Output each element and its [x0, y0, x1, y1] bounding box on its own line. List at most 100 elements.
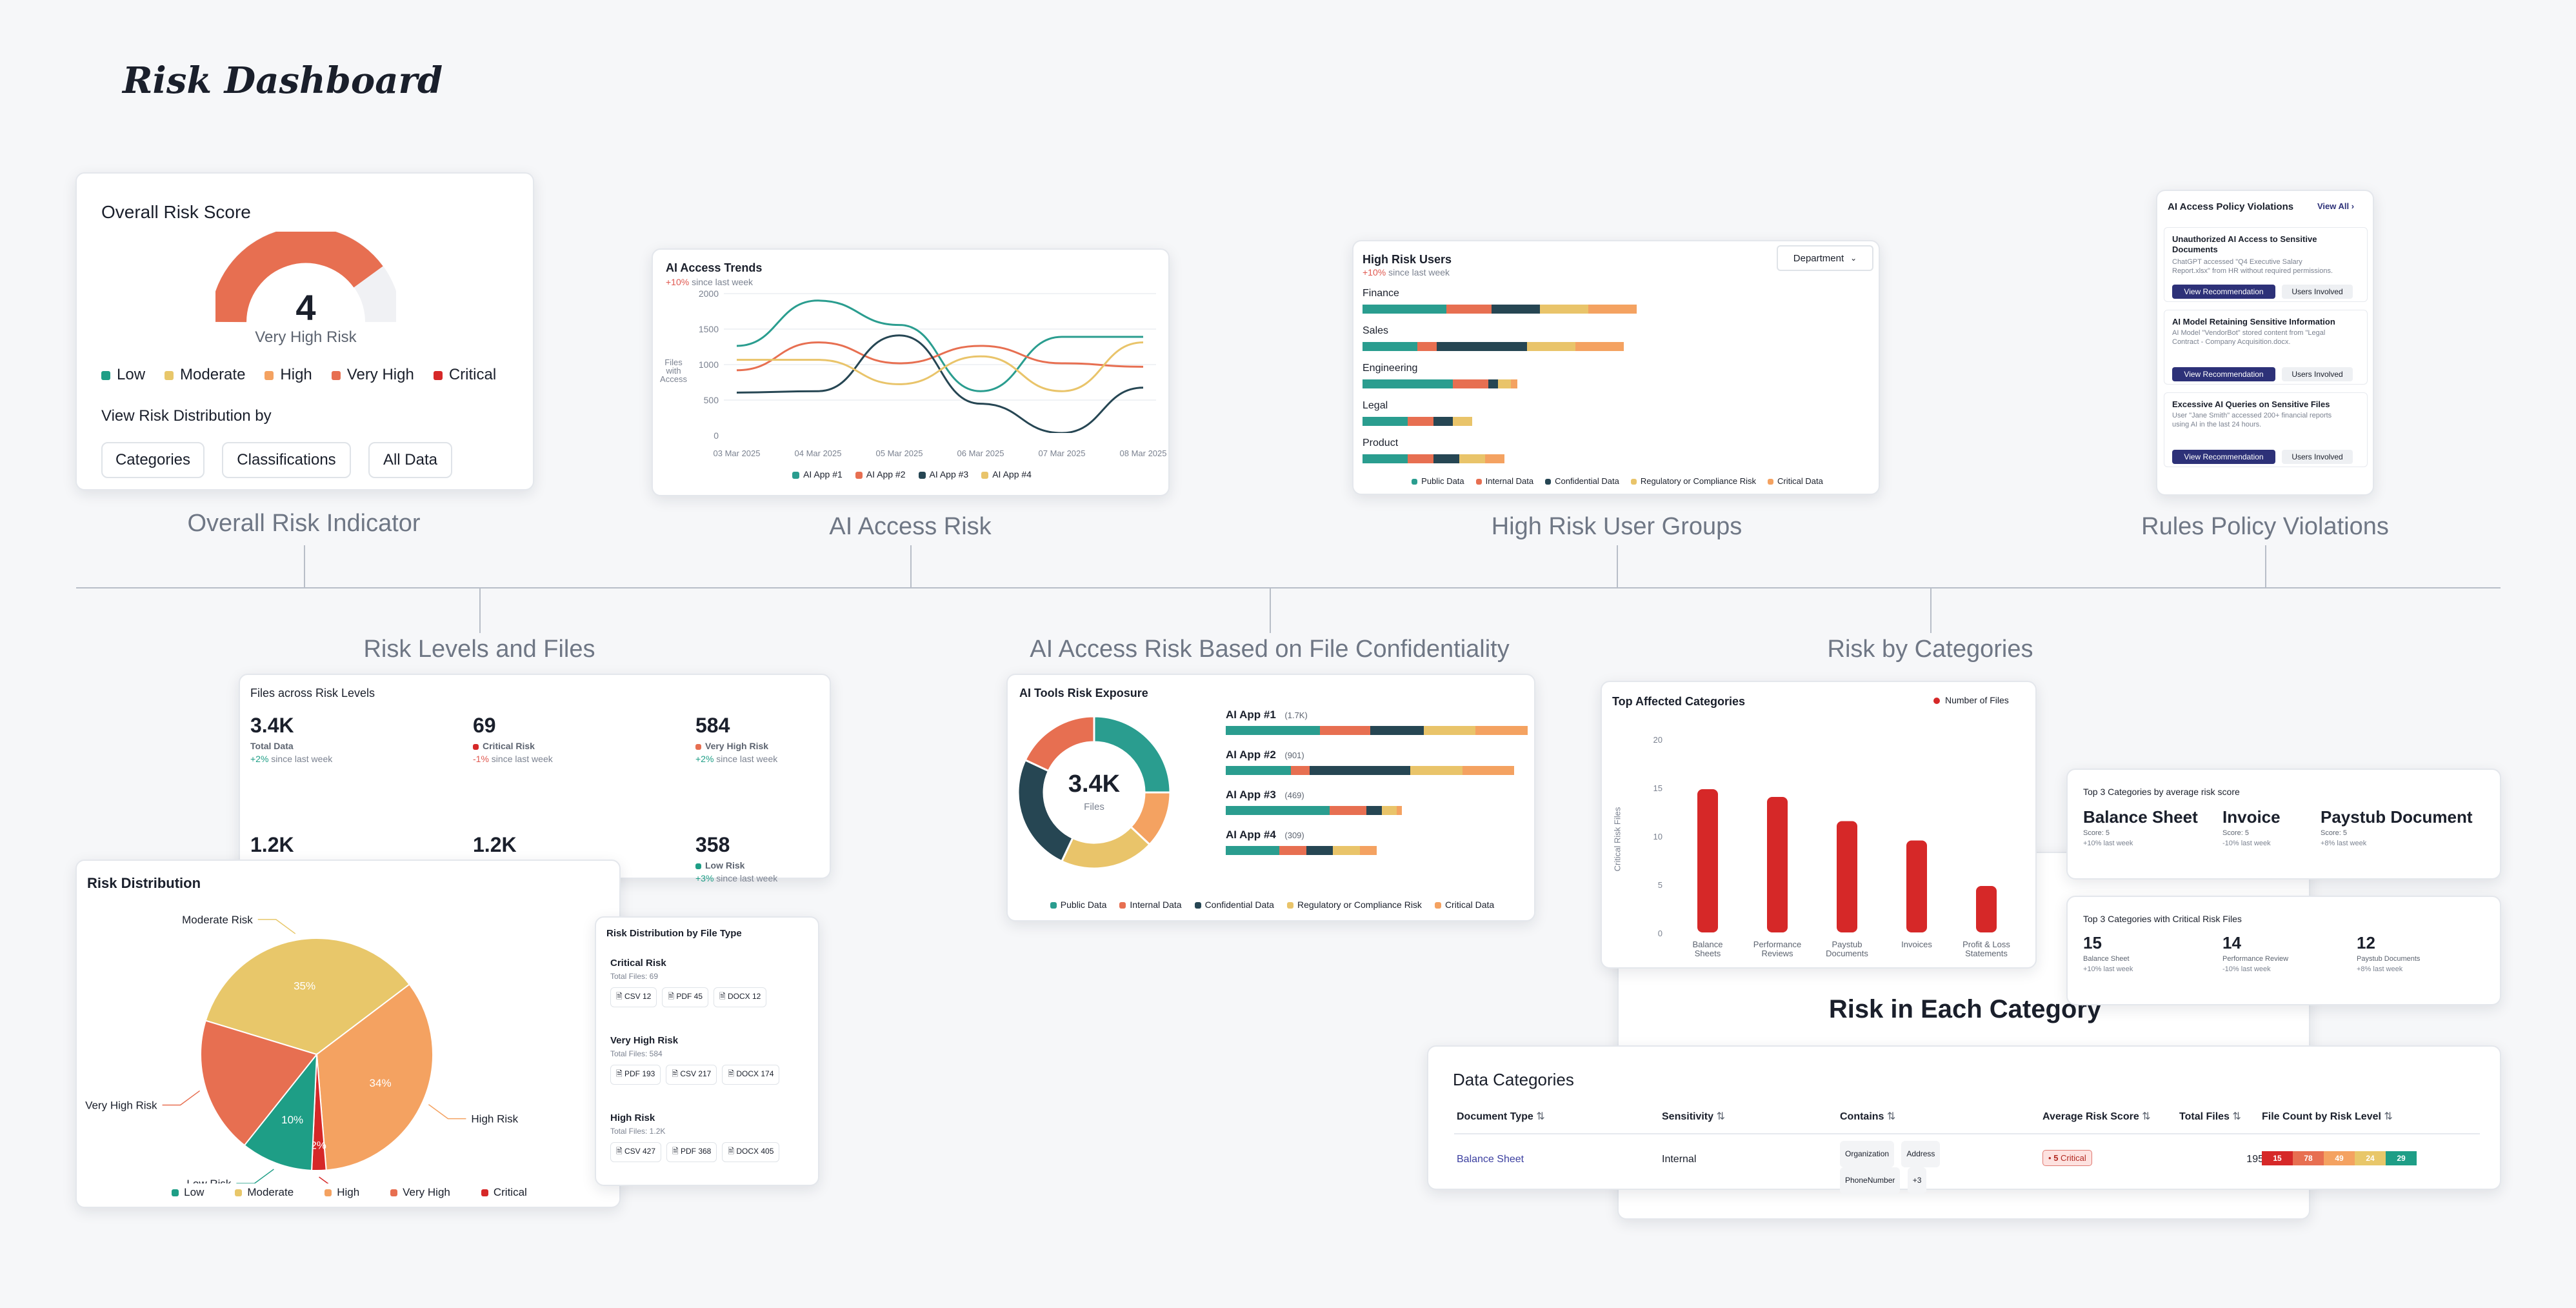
risk-level-count: 29 [2386, 1151, 2417, 1165]
ai-app-bar-segment [1423, 726, 1476, 735]
user-bar-segment [1588, 305, 1637, 314]
ai-app-bar-segment [1330, 806, 1367, 815]
top3-critical-name: Performance Review [2222, 955, 2289, 963]
files-stat-label: Very High Risk [695, 741, 768, 751]
files-stat-value: 1.2K [250, 833, 294, 856]
users-bars: Finance Sales Engineering Legal Product [1353, 241, 1881, 496]
critical-dot-icon: • [2048, 1153, 2052, 1163]
files-risk-card: Files across Risk Levels 3.4K Total Data +… [239, 674, 831, 883]
column-header[interactable]: File Count by Risk Level ⇅ [2262, 1111, 2393, 1122]
users-involved-button[interactable]: Users Involved [2282, 367, 2353, 381]
policy-item: Unauthorized AI Access to Sensitive Docu… [2164, 227, 2368, 302]
legend-app4: AI App #4 [981, 469, 1032, 479]
legend-regulatory: Regulatory or Compliance Risk [1630, 476, 1756, 486]
top3-avg-name: Invoice [2222, 807, 2281, 827]
legend-app3: AI App #3 [918, 469, 968, 479]
all-data-button[interactable]: All Data [368, 442, 452, 478]
overall-risk-card: Overall Risk Score 4 Very High Risk Low … [75, 172, 534, 490]
pie-pct-label: 10% [281, 1114, 303, 1126]
pie-leader-line [319, 1176, 329, 1183]
column-header[interactable]: Contains ⇅ [1840, 1111, 1896, 1122]
category-xlabel: Paystub Documents [1826, 940, 1868, 958]
cat-ytick: 5 [1657, 880, 1662, 890]
risk-gauge [215, 232, 396, 323]
file-icon: 🗎 [672, 1069, 681, 1078]
file-icon: 🗎 [728, 1069, 737, 1078]
view-all-link[interactable]: View All › [2317, 201, 2355, 211]
connector-policy [2265, 545, 2266, 588]
legend-very-high: Very High [331, 366, 414, 384]
files-stat-value: 584 [695, 714, 730, 737]
sort-icon[interactable]: ⇅ [2229, 1111, 2241, 1122]
trend-xtick: 07 Mar 2025 [1038, 448, 1086, 458]
column-header[interactable]: Sensitivity ⇅ [1662, 1111, 1725, 1122]
donut-slice [1060, 825, 1152, 870]
high-risk-users-card: High Risk Users +10% since last week Dep… [1352, 240, 1880, 495]
legend-app2: AI App #2 [855, 469, 906, 479]
category-xlabel: Invoices [1901, 940, 1932, 949]
sort-icon[interactable]: ⇅ [1713, 1111, 1725, 1122]
ai-app-label: AI App #4 (309) [1226, 829, 1304, 841]
top3-avg-score: Score: 5 [2222, 829, 2249, 837]
users-involved-button[interactable]: Users Involved [2282, 285, 2353, 299]
file-type-group-name: High Risk [610, 1112, 655, 1123]
column-header[interactable]: Total Files ⇅ [2179, 1111, 2241, 1122]
file-type-chip: 🗎 PDF 368 [666, 1142, 717, 1162]
ai-trends-plot [724, 293, 1156, 433]
risk-distribution-title: Risk Distribution [87, 875, 201, 891]
risk-dot-icon [695, 863, 701, 869]
pie-legend-high: High [324, 1186, 359, 1199]
file-type-group-total: Total Files: 69 [610, 972, 659, 981]
contains-chip-more[interactable]: +3 [1907, 1167, 1927, 1194]
ai-app-bar-segment [1319, 726, 1370, 735]
cat-ytick: 10 [1653, 832, 1662, 841]
legend-low: Low [101, 366, 145, 384]
column-header[interactable]: Average Risk Score ⇅ [2042, 1111, 2151, 1122]
users-involved-button[interactable]: Users Involved [2282, 450, 2353, 464]
file-type-chip: 🗎 DOCX 174 [722, 1065, 780, 1085]
ai-app-bar-segment [1279, 846, 1306, 855]
users-legend: Public Data Internal Data Confidential D… [1353, 476, 1881, 486]
sort-icon[interactable]: ⇅ [1533, 1111, 1545, 1122]
donut-slice [1024, 715, 1095, 772]
files-stat-delta: +2% since last week [250, 754, 333, 764]
sort-icon[interactable]: ⇅ [2139, 1111, 2151, 1122]
top3-avg-delta: +10% last week [2083, 840, 2133, 847]
pie-slice-low [243, 1052, 318, 1171]
doc-type-link[interactable]: Balance Sheet [1457, 1154, 1524, 1165]
department-dropdown[interactable]: Department ⌄ [1777, 245, 1873, 271]
top-categories-legend: Number of Files [1933, 695, 2009, 705]
classifications-button[interactable]: Classifications [222, 442, 351, 478]
user-bar-segment [1575, 342, 1624, 351]
ai-trends-legend: AI App #1 AI App #2 AI App #3 AI App #4 [653, 469, 1171, 479]
policy-item: Excessive AI Queries on Sensitive Files U… [2164, 392, 2368, 467]
top3-avg-name: Balance Sheet [2083, 807, 2198, 827]
files-stat-label: Critical Risk [473, 741, 535, 751]
view-recommendation-button[interactable]: View Recommendation [2172, 367, 2275, 381]
trend-ytick: 1000 [698, 359, 719, 370]
sort-icon[interactable]: ⇅ [1884, 1111, 1896, 1122]
view-recommendation-button[interactable]: View Recommendation [2172, 450, 2275, 464]
risk-score-badge: • 5 Critical [2042, 1150, 2092, 1166]
top3-critical-title: Top 3 Categories with Critical Risk File… [2083, 914, 2242, 924]
pie-leader-line [236, 1169, 274, 1183]
data-categories-card: Data Categories Balance Sheet Internal O… [1427, 1045, 2501, 1194]
file-icon: 🗎 [672, 1147, 681, 1156]
user-bar-segment [1492, 305, 1540, 314]
sort-icon[interactable]: ⇅ [2381, 1111, 2393, 1122]
column-header[interactable]: Document Type ⇅ [1457, 1111, 1545, 1122]
risk-level-count: 15 [2262, 1151, 2293, 1165]
user-bar-segment [1459, 454, 1485, 463]
ai-access-trends-card: AI Access Trends +10% since last week Fi… [652, 248, 1170, 496]
policy-item-title: Excessive AI Queries on Sensitive Files [2172, 399, 2330, 409]
categories-button[interactable]: Categories [101, 442, 205, 478]
user-group-bar [1363, 342, 1624, 351]
ai-app-bar-segment [1366, 806, 1382, 815]
donut-center-value: 3.4K [1068, 770, 1121, 798]
view-recommendation-button[interactable]: View Recommendation [2172, 285, 2275, 299]
user-bar-segment [1540, 305, 1588, 314]
ai-app-label: AI App #1 (1.7K) [1226, 709, 1308, 721]
top-categories-ylabel: Critical Risk Files [1612, 807, 1622, 872]
ai-app-bar-segment [1410, 766, 1463, 775]
top3-critical-name: Paystub Documents [2357, 955, 2421, 963]
